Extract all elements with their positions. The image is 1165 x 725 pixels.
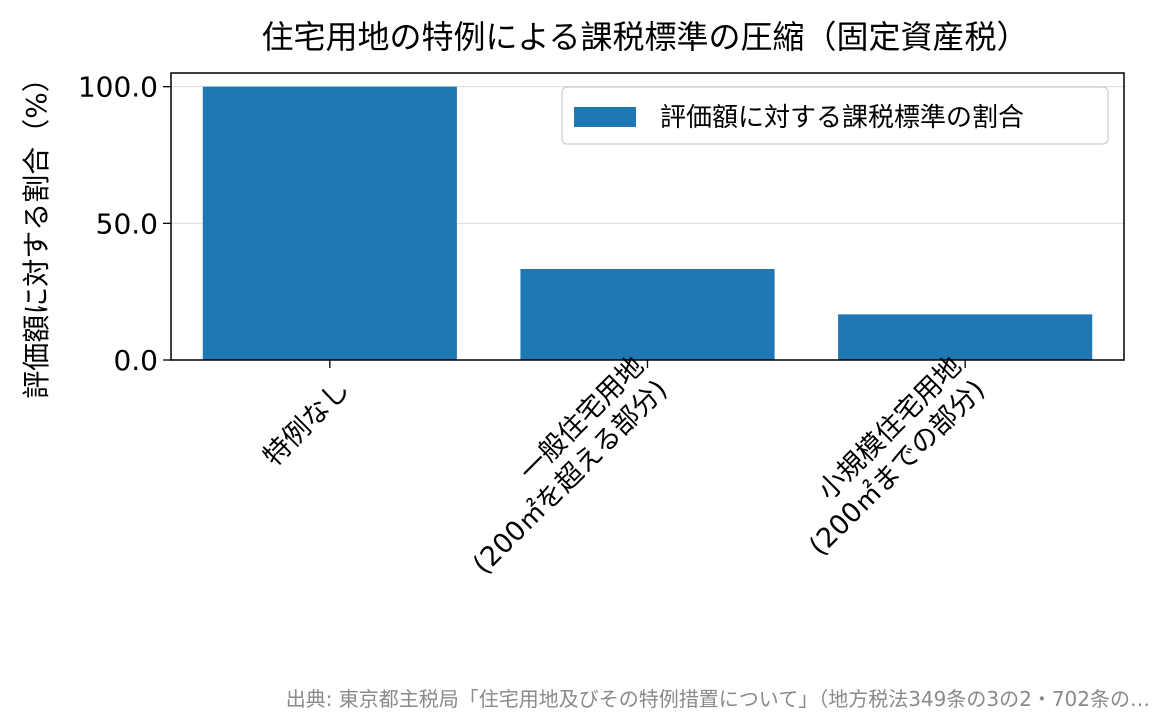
y-axis-ticks: 0.0 50.0 100.0	[78, 71, 171, 377]
legend-label: 評価額に対する課税標準の割合	[660, 103, 1024, 133]
bar	[838, 314, 1093, 360]
x-tick-label-line: 特例なし	[258, 374, 356, 472]
legend-box	[561, 86, 1109, 145]
x-tick-label-line: (200㎡を超える部分)	[467, 374, 673, 580]
bar	[520, 268, 775, 360]
y-tick-label: 50.0	[96, 207, 158, 240]
chart-title: 住宅用地の特例による課税標準の圧縮（固定資産税）	[261, 18, 1028, 56]
x-axis-ticks: 特例なし 一般住宅用地(200㎡を超える部分) 小規模住宅用地(200㎡までの部分)	[258, 351, 992, 581]
bar	[202, 86, 457, 361]
source-note: 出典: 東京都主税局「住宅用地及びその特例措置について」（地方税法349条の3の…	[286, 687, 1150, 711]
x-tick-label: 一般住宅用地(200㎡を超える部分)	[467, 351, 673, 581]
y-axis-label: 評価額に対する割合（%）	[20, 64, 53, 399]
bars	[202, 86, 1093, 361]
legend: 評価額に対する課税標準の割合	[561, 86, 1109, 145]
legend-swatch	[574, 107, 636, 127]
y-tick-label: 100.0	[78, 71, 158, 104]
x-tick-label: 特例なし	[258, 374, 356, 472]
x-tick-label: 小規模住宅用地(200㎡までの部分)	[803, 351, 991, 562]
y-tick-label: 0.0	[113, 344, 158, 377]
